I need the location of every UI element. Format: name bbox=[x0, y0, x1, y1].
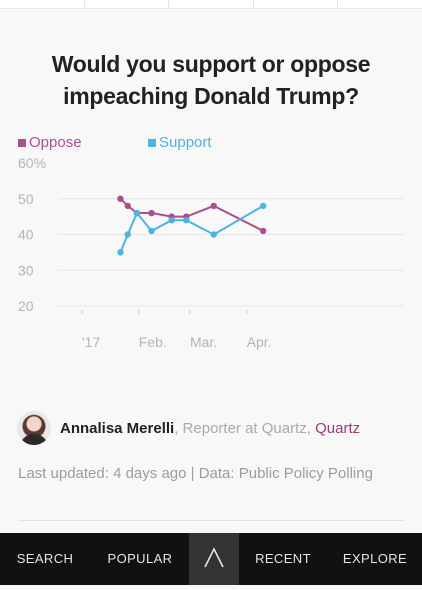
data-point-support[interactable] bbox=[117, 249, 124, 256]
data-point-oppose[interactable] bbox=[124, 202, 131, 210]
x-tick-label: Feb. bbox=[139, 334, 167, 350]
data-point-support[interactable] bbox=[210, 231, 217, 238]
x-tick-label: Apr. bbox=[247, 334, 272, 350]
data-point-oppose[interactable] bbox=[148, 209, 155, 217]
data-point-support[interactable] bbox=[148, 227, 155, 235]
y-tick-label: 20 bbox=[18, 298, 34, 314]
legend-oppose-label: Oppose bbox=[29, 134, 82, 151]
nav-recent[interactable]: RECENT bbox=[255, 551, 311, 566]
top-tab-segment[interactable] bbox=[85, 0, 170, 8]
nav-search[interactable]: SEARCH bbox=[16, 551, 74, 566]
data-point-support[interactable] bbox=[133, 209, 141, 217]
top-tab-strip bbox=[0, 0, 422, 9]
update-and-source: Last updated: 4 days ago | Data: Public … bbox=[18, 465, 373, 482]
byline: Annalisa Merelli, Reporter at Quartz, Qu… bbox=[17, 411, 360, 445]
x-axis-ticks: '17 Feb. Mar. Apr. bbox=[81, 310, 272, 350]
data-point-oppose[interactable] bbox=[210, 202, 217, 210]
author-role: , Reporter at Quartz, bbox=[174, 419, 316, 437]
chart-series-lines bbox=[119, 198, 264, 253]
x-tick-label: '17 bbox=[82, 334, 100, 350]
data-point-oppose[interactable] bbox=[259, 227, 267, 235]
data-point-oppose[interactable] bbox=[117, 195, 124, 202]
quartz-logo-icon bbox=[204, 547, 224, 568]
top-tab-segment[interactable] bbox=[169, 0, 254, 8]
divider bbox=[18, 520, 404, 521]
bottom-nav: SEARCH POPULAR RECENT EXPLORE bbox=[0, 533, 422, 585]
byline-text: Annalisa Merelli, Reporter at Quartz, Qu… bbox=[60, 420, 360, 437]
top-tab-segment[interactable] bbox=[254, 0, 339, 8]
chart-gridlines bbox=[58, 198, 404, 307]
nav-popular[interactable]: POPULAR bbox=[107, 551, 173, 566]
legend-support-swatch bbox=[148, 138, 156, 147]
y-axis-ticks: 60% 50 40 30 20 bbox=[18, 155, 46, 314]
top-tab-segment[interactable] bbox=[338, 0, 422, 8]
nav-home[interactable] bbox=[189, 533, 239, 585]
y-tick-label: 60% bbox=[18, 155, 46, 171]
x-tick-label: Mar. bbox=[190, 334, 217, 350]
series-line-support bbox=[119, 205, 264, 253]
legend-oppose-swatch bbox=[18, 138, 26, 147]
nav-explore[interactable]: EXPLORE bbox=[342, 551, 408, 566]
series-line-oppose bbox=[119, 198, 264, 232]
data-point-support[interactable] bbox=[124, 231, 131, 238]
data-point-support[interactable] bbox=[259, 202, 267, 210]
legend-oppose: Oppose bbox=[18, 134, 82, 151]
legend-support: Support bbox=[148, 134, 212, 151]
y-tick-label: 50 bbox=[18, 191, 34, 207]
author-avatar[interactable] bbox=[17, 411, 51, 445]
chart-title: Would you support or oppose impeaching D… bbox=[51, 51, 371, 109]
data-point-support[interactable] bbox=[183, 217, 190, 224]
publication-link[interactable]: Quartz bbox=[315, 419, 361, 437]
line-chart: 60% 50 40 30 20 '17 Feb. Mar. Apr. bbox=[18, 155, 404, 350]
chart-points bbox=[117, 195, 267, 256]
data-point-support[interactable] bbox=[168, 217, 175, 224]
legend-support-label: Support bbox=[159, 134, 212, 151]
y-tick-label: 40 bbox=[18, 227, 34, 243]
author-name[interactable]: Annalisa Merelli bbox=[60, 419, 175, 437]
top-tab-segment[interactable] bbox=[0, 0, 85, 8]
y-tick-label: 30 bbox=[18, 262, 34, 278]
